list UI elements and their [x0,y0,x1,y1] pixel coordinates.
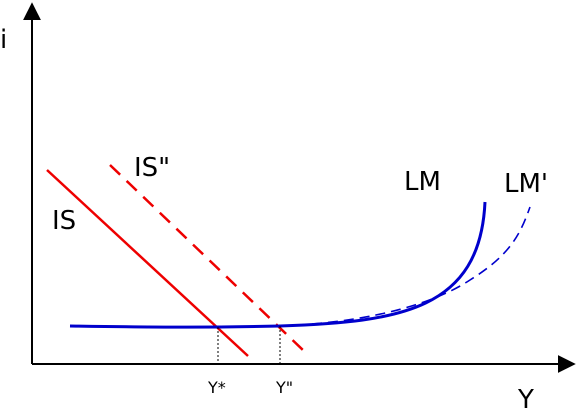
lm-curve [69,201,487,329]
curve-label: IS" [134,153,170,183]
curve-label: LM [404,167,441,197]
tick-label: Y" [275,378,293,397]
lm-shifted-curve [279,206,531,327]
x-axis-label: Y [517,385,534,411]
tick-label: Y* [207,378,226,397]
curve-label: IS [52,206,76,236]
y-axis-label: i [0,25,7,55]
is-shifted-curve [109,164,306,353]
curve-label: LM' [504,169,548,199]
is-curve [46,169,249,357]
